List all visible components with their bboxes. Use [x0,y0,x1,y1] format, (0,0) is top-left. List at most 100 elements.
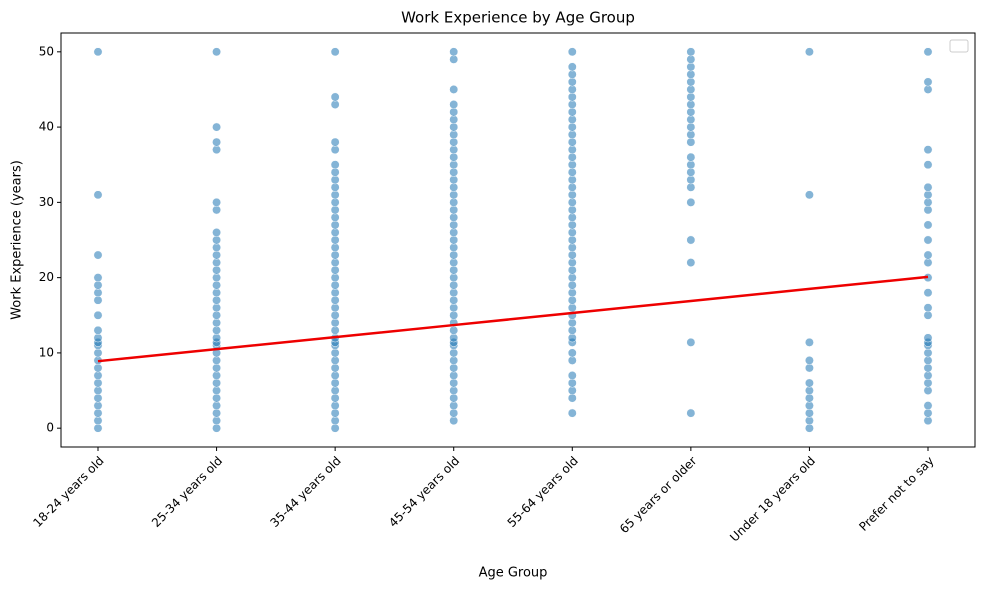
point [212,333,222,343]
point [567,258,577,268]
point [567,386,577,395]
x-tick-label: 55-64 years old [505,454,581,530]
point [330,355,340,365]
point [93,416,103,426]
point [923,235,933,245]
point [330,386,340,395]
point [212,228,222,237]
point [330,423,340,433]
point [567,47,577,57]
point [212,318,222,328]
point [93,393,103,403]
point [923,190,933,200]
point [330,378,340,388]
point [567,348,577,358]
point [923,408,933,418]
point [567,69,577,79]
point [330,303,340,313]
point [212,355,222,365]
point [330,212,340,222]
point [449,371,459,380]
point [923,416,933,426]
point [567,295,577,305]
point [449,54,459,64]
point [330,288,340,298]
point [567,318,577,328]
point [923,303,933,313]
point [330,258,340,268]
point [567,280,577,290]
point [567,175,577,185]
point [449,130,459,140]
point [449,295,459,305]
point [686,258,696,268]
point [449,115,459,125]
point [567,182,577,192]
point [212,303,222,313]
point [686,167,696,177]
point [567,220,577,230]
point [212,122,222,132]
point [330,265,340,275]
point [449,401,459,411]
point [330,145,340,155]
point [804,337,814,347]
point [686,160,696,170]
point [330,160,340,170]
point [567,130,577,140]
point [567,325,577,335]
point [212,243,222,252]
point [686,92,696,102]
point [449,250,459,260]
point [449,333,459,343]
y-tick-label: 20 [39,270,54,284]
point [93,423,103,433]
point [93,190,103,200]
point [567,393,577,403]
point [567,378,577,388]
point [330,310,340,320]
point [449,205,459,215]
point [449,182,459,192]
point [567,408,577,418]
point [923,197,933,207]
point [686,152,696,162]
point [686,337,696,347]
point [330,325,340,335]
point [686,107,696,117]
point [449,167,459,177]
legend [949,39,969,53]
point [686,197,696,207]
point [686,122,696,132]
point [330,348,340,358]
point [93,250,103,260]
y-tick-label: 50 [39,44,54,58]
point [567,355,577,365]
x-tick-label: Under 18 years old [727,454,818,545]
point [449,197,459,207]
point [567,212,577,222]
point [330,273,340,283]
point [93,47,103,57]
point [449,280,459,290]
point [923,371,933,380]
point [449,258,459,268]
point [330,401,340,411]
point [93,408,103,418]
point [330,197,340,207]
point [212,235,222,245]
point [923,310,933,320]
point [449,175,459,185]
point [686,235,696,245]
point [93,348,103,358]
point [93,378,103,388]
point [567,250,577,260]
point [449,378,459,388]
point [804,386,814,395]
point [923,47,933,57]
point [212,423,222,433]
point [923,378,933,388]
point [923,145,933,155]
point [804,408,814,418]
point [923,288,933,298]
